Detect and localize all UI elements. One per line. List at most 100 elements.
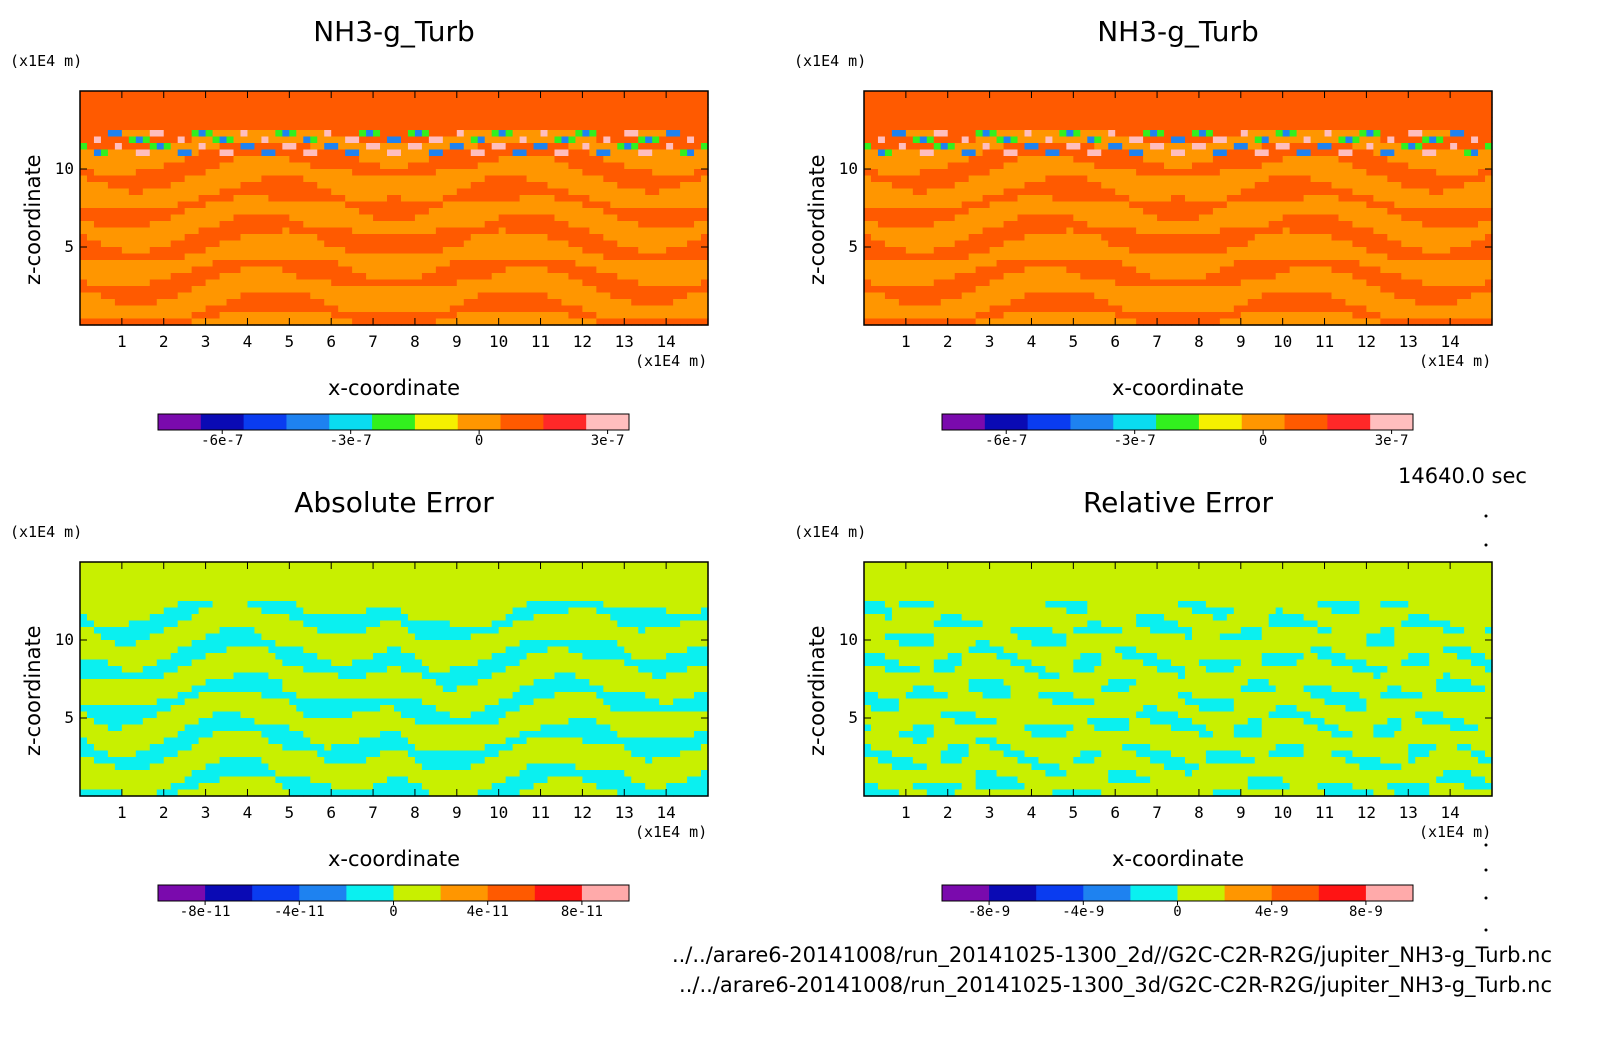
heatmap-cell [1317,175,1326,183]
heatmap-cell [673,201,681,209]
heatmap-cell [526,175,535,183]
heatmap-cell [407,214,416,222]
heatmap-cell [233,97,242,105]
heatmap-cell [1268,91,1277,99]
heatmap-cell [512,136,521,144]
heatmap-cell [603,162,611,170]
heatmap-cell [575,175,583,183]
heatmap-cell [1338,136,1347,144]
heatmap-cell [940,130,949,138]
heatmap-cell [680,149,688,157]
heatmap-cell [1338,143,1347,151]
heatmap-cell [512,201,521,209]
heatmap-cell [1261,123,1270,131]
heatmap-cell [1310,156,1319,164]
heatmap-cell [400,175,409,183]
heatmap-cell [947,104,956,112]
heatmap-cell [575,156,583,164]
heatmap-cell [282,175,290,183]
heatmap-cell [296,234,304,242]
heatmap-cell [540,123,549,131]
heatmap-cell [1387,182,1395,190]
heatmap-cell [414,117,423,125]
heatmap-cell [1031,208,1040,216]
heatmap-cell [1485,162,1493,170]
heatmap-cell [687,143,695,151]
heatmap-cell [449,221,458,229]
heatmap-cell [163,182,172,190]
heatmap-cell [1415,136,1423,144]
heatmap-cell [1387,130,1395,138]
heatmap-cell [407,169,416,177]
heatmap-cell [1254,182,1263,190]
heatmap-cell [1443,149,1451,157]
heatmap-cell [1024,91,1033,99]
heatmap-cell [1450,182,1458,190]
heatmap-cell [1240,136,1249,144]
heatmap-cell [394,110,402,118]
heatmap-cell [533,149,542,157]
heatmap-cell [121,104,130,112]
heatmap-cell [177,104,186,112]
heatmap-cell [219,188,228,196]
heatmap-cell [100,292,109,300]
heatmap-cell [1115,136,1123,144]
heatmap-cell [128,201,137,209]
heatmap-cell [1401,169,1409,177]
heatmap-cell [1275,195,1284,203]
heatmap-cell [226,136,235,144]
heatmap-cell [1261,104,1270,112]
heatmap-cell [226,91,235,99]
heatmap-cell [310,299,318,307]
heatmap-cell [414,130,423,138]
heatmap-cell [177,234,186,242]
heatmap-cell [1052,201,1060,209]
heatmap-cell [394,188,402,196]
heatmap-cell [1198,175,1207,183]
heatmap-cell [1408,149,1416,157]
heatmap-cell [1401,156,1409,164]
heatmap-cell [163,292,172,300]
heatmap-cell [268,299,276,307]
heatmap-cell [1045,169,1053,177]
heatmap-cell [407,182,416,190]
heatmap-cell [589,195,597,203]
heatmap-cell [366,312,374,320]
heatmap-cell [1038,188,1047,196]
heatmap-cell [400,234,409,242]
heatmap-cell [233,214,242,222]
heatmap-cell [1457,182,1465,190]
heatmap-cell [1052,91,1060,99]
heatmap-cell [1261,182,1270,190]
heatmap-cell [352,208,360,216]
heatmap-cell [394,182,402,190]
heatmap-cell [449,149,458,157]
heatmap-cell [184,260,193,268]
heatmap-cell [603,234,611,242]
heatmap-cell [1198,91,1207,99]
heatmap-cell [149,286,158,294]
heatmap-cell [226,130,235,138]
heatmap-cell [512,104,521,112]
heatmap-cell [407,227,416,235]
heatmap-cell [1436,162,1444,170]
heatmap-cell [1010,156,1019,164]
heatmap-cell [638,221,646,229]
heatmap-cell [1184,195,1193,203]
heatmap-cell [149,240,158,248]
heatmap-cell [1436,130,1444,138]
heatmap-cell [498,299,507,307]
heatmap-cell [659,286,667,294]
heatmap-cell [428,123,437,131]
heatmap-cell [491,130,500,138]
heatmap-cell [289,195,297,203]
heatmap-cell [870,162,879,170]
heatmap-cell [589,143,597,151]
heatmap-cell [400,318,409,326]
heatmap-cell [1261,201,1270,209]
heatmap-cell [666,227,674,235]
heatmap-cell [456,214,465,222]
heatmap-cell [366,104,374,112]
heatmap-cell [659,279,667,287]
heatmap-cell [603,208,611,216]
